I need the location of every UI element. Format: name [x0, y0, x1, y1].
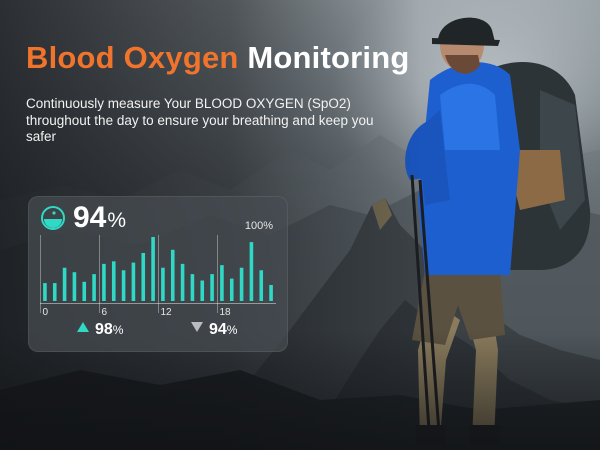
current-spo2-unit: %: [107, 209, 127, 232]
chart-bar: [161, 267, 165, 301]
title-accent: Blood Oxygen: [26, 40, 239, 75]
chart-bar: [111, 261, 116, 301]
chart-bar: [249, 242, 254, 301]
hiker-figure: [405, 17, 591, 446]
lowest-spo2: 94%: [191, 321, 237, 339]
highest-spo2-value: 98: [95, 321, 113, 338]
chart-x-tick-label: 12: [161, 307, 173, 318]
triangle-down-icon: [191, 322, 203, 332]
page-subtitle: Continuously measure Your BLOOD OXYGEN (…: [26, 96, 374, 144]
chart-bar: [180, 263, 185, 301]
chart-bar: [102, 263, 106, 301]
blood-drop-gauge-icon: [41, 206, 65, 230]
chart-bar: [239, 267, 244, 301]
chart-bar: [269, 285, 273, 301]
chart-bar: [62, 267, 67, 301]
chart-bar: [52, 283, 57, 301]
chart-bar: [190, 274, 195, 301]
chart-x-tick-label: 6: [102, 307, 108, 318]
page-title: Blood Oxygen Monitoring: [26, 40, 409, 76]
highest-spo2-unit: %: [112, 323, 124, 337]
highest-spo2: 98%: [77, 321, 123, 339]
chart-x-tick-label: 0: [43, 307, 49, 318]
chart-bar: [200, 280, 205, 301]
chart-bar: [72, 272, 77, 301]
chart-max-label: 100%: [244, 220, 273, 232]
chart-bar: [92, 274, 96, 301]
current-spo2-value: 94%: [73, 201, 126, 235]
chart-bar: [220, 265, 224, 301]
triangle-up-icon: [77, 322, 89, 332]
chart-x-tick-label: 18: [220, 307, 232, 318]
chart-bar: [131, 262, 136, 301]
chart-bar: [141, 253, 146, 301]
spo2-bar-chart: 0 6 12 18: [40, 235, 276, 318]
chart-bar: [151, 237, 155, 301]
chart-bar: [170, 249, 175, 301]
chart-bar: [259, 270, 264, 301]
chart-bar: [43, 283, 47, 301]
chart-bar: [82, 281, 87, 301]
lowest-spo2-unit: %: [226, 323, 238, 337]
chart-bar: [121, 270, 126, 301]
chart-bar: [229, 278, 234, 301]
spo2-monitor-card: 94% 100% 0 6 12 18 98% 94%: [28, 196, 288, 352]
title-rest: Monitoring: [247, 40, 410, 75]
current-spo2-number: 94: [73, 201, 107, 234]
chart-bar: [210, 274, 214, 301]
lowest-spo2-value: 94: [209, 321, 227, 338]
